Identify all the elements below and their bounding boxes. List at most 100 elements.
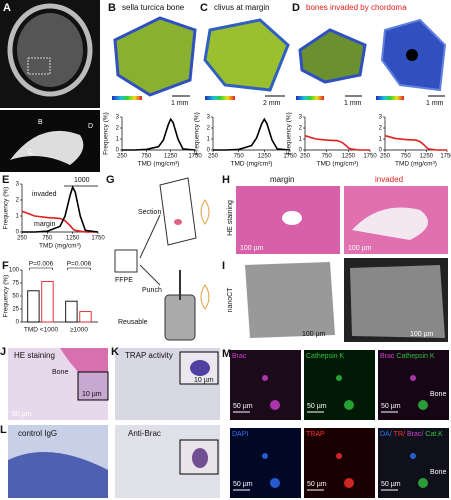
x-tick-label: ≥1000 <box>70 327 88 334</box>
row-label: nanoCT <box>227 287 234 313</box>
panel-letter: B <box>108 2 116 14</box>
significance-bracket <box>29 267 53 270</box>
annotation: 1000 <box>74 177 90 184</box>
nanoct-render <box>350 265 445 338</box>
inset <box>77 371 109 401</box>
scale-label: 50 µm <box>233 481 253 488</box>
axis <box>121 117 195 151</box>
x-tick-label: 250 <box>300 154 311 160</box>
arrow <box>139 214 161 259</box>
panel-letter: M <box>222 348 231 360</box>
channel-label: Cathepsin K <box>306 353 344 360</box>
region-label: B <box>38 119 43 126</box>
step-label: Section <box>138 209 161 216</box>
region-label: Bone <box>430 391 446 398</box>
y-tick-label: 0 <box>379 148 383 154</box>
y-tick-label: 3 <box>207 115 211 121</box>
scale-label: 100 µm <box>410 331 434 338</box>
x-tick-label: 1250 <box>420 154 434 160</box>
y-tick-label: 2 <box>116 126 120 132</box>
channel-label: DA/TR/Brac/Cat.K <box>380 431 443 438</box>
panel-letter: L <box>0 424 7 436</box>
panel-title: Anti-Brac <box>128 429 161 438</box>
row-label: HE staining <box>227 200 234 236</box>
scale-label: 50 µm <box>381 403 401 410</box>
y-tick-label: 2 <box>207 126 211 132</box>
inset <box>179 351 219 385</box>
cell <box>192 448 208 468</box>
y-tick-label: 2 <box>299 126 303 132</box>
scale-label: 50 µm <box>381 481 401 488</box>
x-tick-label: 1750 <box>440 154 451 160</box>
signal <box>336 375 342 381</box>
arrow <box>139 264 161 286</box>
y-tick-label: 0 <box>299 148 303 154</box>
x-tick-label: 750 <box>322 154 333 160</box>
signal <box>270 478 280 488</box>
y-tick-label: 75 <box>12 281 19 287</box>
bar <box>65 300 78 323</box>
y-tick-label: 3 <box>16 182 20 188</box>
scale-label: 1 mm <box>426 100 444 107</box>
x-axis-label: TMD (mg/cm³) <box>395 161 437 168</box>
brain <box>17 13 83 87</box>
x-axis-label: TMD (mg/cm³) <box>317 161 359 168</box>
signal <box>410 375 416 381</box>
roi-box <box>27 57 51 75</box>
y-tick-label: 1 <box>116 137 120 143</box>
cell <box>190 360 210 376</box>
y-tick-label: 0 <box>16 230 20 236</box>
channel-label: DAPI <box>232 431 248 438</box>
y-tick-label: 3 <box>299 115 303 121</box>
y-axis-label: Frequency (%) <box>194 112 201 155</box>
x-tick-label: 750 <box>42 236 53 242</box>
data-line <box>213 117 291 151</box>
channel-name: TR/ <box>394 431 405 438</box>
y-tick-label: 0 <box>207 148 211 154</box>
region-label: Bone <box>52 369 68 376</box>
y-tick-label: 25 <box>12 307 19 313</box>
x-axis-label: TMD (mg/cm³) <box>231 161 273 168</box>
color-bar <box>205 96 235 100</box>
bone-render <box>203 18 290 92</box>
panel-letter: F <box>2 260 9 272</box>
signal <box>344 400 354 410</box>
bar <box>79 311 92 323</box>
x-tick-label: TMD <1000 <box>24 327 59 334</box>
channel-label: Brac Cathepsin K <box>380 353 435 360</box>
region-label: Bone <box>430 469 446 476</box>
channel-name: Cathepsin K <box>306 353 344 360</box>
color-bar <box>376 96 404 100</box>
data-line <box>384 134 447 151</box>
tumor-area <box>352 207 428 240</box>
bone-shape <box>10 130 84 165</box>
y-tick-label: 50 <box>12 294 19 300</box>
series-label: margin <box>34 221 56 228</box>
fluorescence-image <box>304 428 375 498</box>
significance-bracket <box>67 267 91 270</box>
y-axis-label: Frequency (%) <box>3 275 10 318</box>
tissue <box>8 452 108 498</box>
x-tick-label: 750 <box>234 154 245 160</box>
channel-name: Brac/ <box>407 431 423 438</box>
fluorescence-image <box>304 350 375 420</box>
panel-g: G Section FFPE Punch Reusable <box>106 174 210 341</box>
x-axis-label: TMD (mg/cm³) <box>39 243 81 250</box>
scale-label: 50 µm <box>12 411 32 418</box>
signal <box>344 478 354 488</box>
signal <box>262 453 268 459</box>
panel-title: sella turcica bone <box>122 3 185 12</box>
y-axis-label: Frequency (%) <box>103 112 110 155</box>
scale-label: 100 µm <box>348 245 372 252</box>
section <box>174 219 182 225</box>
channel-name: Brac <box>232 353 247 360</box>
panel-letter: D <box>292 2 300 14</box>
annotation: P=0.006 <box>29 261 54 268</box>
panel-title: clivus at margin <box>214 3 270 12</box>
scale-label: 2 mm <box>263 100 281 107</box>
x-tick-label: 250 <box>208 154 219 160</box>
step-label: FFPE <box>115 277 133 284</box>
panel-letter: G <box>106 174 115 186</box>
slide <box>159 177 197 246</box>
